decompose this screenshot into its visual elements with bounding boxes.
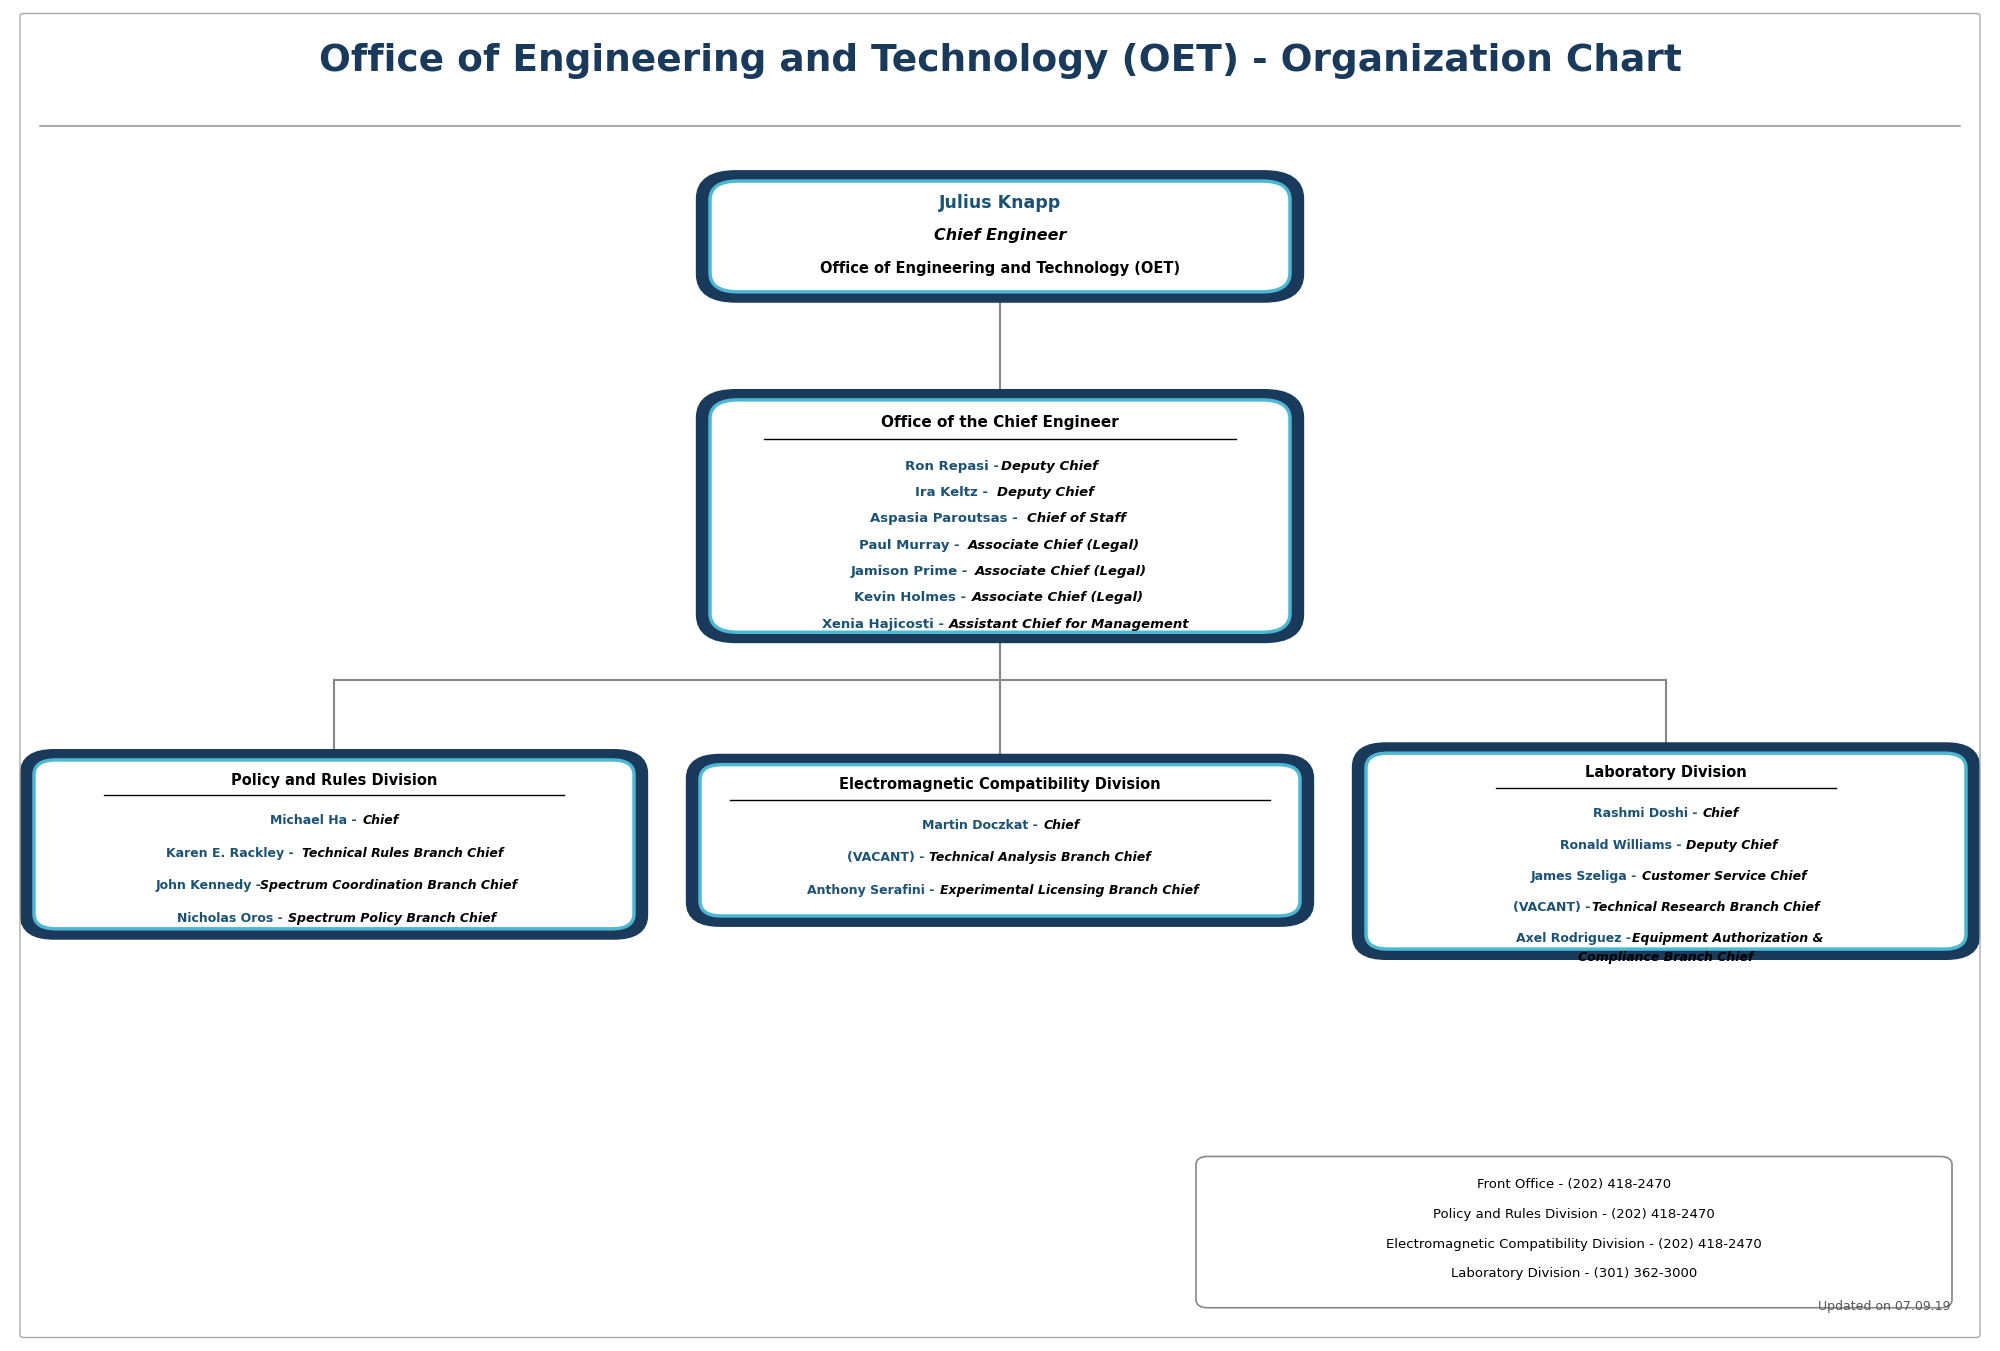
FancyBboxPatch shape — [1196, 1156, 1952, 1308]
FancyBboxPatch shape — [24, 754, 644, 935]
Text: Ron Repasi -: Ron Repasi - — [904, 459, 1004, 473]
Text: Policy and Rules Division - (202) 418-2470: Policy and Rules Division - (202) 418-24… — [1434, 1208, 1714, 1221]
Text: Associate Chief (Legal): Associate Chief (Legal) — [968, 539, 1140, 551]
Text: Office of the Chief Engineer: Office of the Chief Engineer — [882, 415, 1118, 430]
Text: Laboratory Division - (301) 362-3000: Laboratory Division - (301) 362-3000 — [1450, 1267, 1698, 1281]
Text: Associate Chief (Legal): Associate Chief (Legal) — [976, 565, 1148, 578]
Text: Aspasia Paroutsas -: Aspasia Paroutsas - — [870, 512, 1022, 526]
Text: Laboratory Division: Laboratory Division — [1586, 765, 1746, 781]
Text: Jamison Prime -: Jamison Prime - — [850, 565, 972, 578]
Text: Chief: Chief — [364, 815, 400, 827]
Text: Front Office - (202) 418-2470: Front Office - (202) 418-2470 — [1476, 1178, 1672, 1192]
Text: Anthony Serafini -: Anthony Serafini - — [808, 884, 940, 897]
Text: Technical Research Branch Chief: Technical Research Branch Chief — [1592, 901, 1820, 913]
Text: Deputy Chief: Deputy Chief — [998, 486, 1094, 499]
Text: Julius Knapp: Julius Knapp — [938, 193, 1062, 212]
Text: Experimental Licensing Branch Chief: Experimental Licensing Branch Chief — [940, 884, 1198, 897]
FancyBboxPatch shape — [710, 400, 1290, 632]
Text: Chief: Chief — [1044, 819, 1080, 832]
FancyBboxPatch shape — [700, 393, 1300, 639]
Text: Customer Service Chief: Customer Service Chief — [1642, 870, 1806, 882]
Text: John Kennedy -: John Kennedy - — [156, 880, 266, 892]
Text: Spectrum Coordination Branch Chief: Spectrum Coordination Branch Chief — [260, 880, 516, 892]
FancyBboxPatch shape — [700, 765, 1300, 916]
Text: Ronald Williams -: Ronald Williams - — [1560, 839, 1686, 851]
Text: (VACANT) -: (VACANT) - — [1512, 901, 1594, 913]
Text: Technical Rules Branch Chief: Technical Rules Branch Chief — [302, 847, 504, 859]
Text: Office of Engineering and Technology (OET): Office of Engineering and Technology (OE… — [820, 261, 1180, 277]
Text: Paul Murray -: Paul Murray - — [860, 539, 964, 551]
FancyBboxPatch shape — [1356, 746, 1976, 957]
FancyBboxPatch shape — [710, 181, 1290, 292]
Text: Policy and Rules Division: Policy and Rules Division — [230, 773, 438, 789]
FancyBboxPatch shape — [690, 758, 1310, 923]
FancyBboxPatch shape — [700, 174, 1300, 299]
Text: Deputy Chief: Deputy Chief — [1002, 459, 1098, 473]
Text: Updated on 07.09.19: Updated on 07.09.19 — [1818, 1300, 1950, 1313]
Text: Axel Rodriguez -: Axel Rodriguez - — [1516, 932, 1636, 944]
Text: Assistant Chief for Management: Assistant Chief for Management — [948, 617, 1190, 631]
Text: Martin Doczkat -: Martin Doczkat - — [922, 819, 1042, 832]
FancyBboxPatch shape — [34, 759, 634, 929]
Text: Chief of Staff: Chief of Staff — [1028, 512, 1126, 526]
Text: Xenia Hajicosti -: Xenia Hajicosti - — [822, 617, 948, 631]
Text: Rashmi Doshi -: Rashmi Doshi - — [1594, 808, 1702, 820]
Text: James Szeliga -: James Szeliga - — [1530, 870, 1642, 882]
Text: Compliance Branch Chief: Compliance Branch Chief — [1578, 951, 1754, 965]
Text: Associate Chief (Legal): Associate Chief (Legal) — [972, 592, 1144, 604]
Text: Chief Engineer: Chief Engineer — [934, 227, 1066, 243]
Text: Nicholas Oros -: Nicholas Oros - — [178, 912, 288, 924]
Text: Technical Analysis Branch Chief: Technical Analysis Branch Chief — [928, 851, 1150, 865]
Text: Electromagnetic Compatibility Division: Electromagnetic Compatibility Division — [840, 777, 1160, 792]
Text: Office of Engineering and Technology (OET) - Organization Chart: Office of Engineering and Technology (OE… — [318, 43, 1682, 80]
Text: Ira Keltz -: Ira Keltz - — [916, 486, 992, 499]
Text: Electromagnetic Compatibility Division - (202) 418-2470: Electromagnetic Compatibility Division -… — [1386, 1238, 1762, 1251]
Text: (VACANT) -: (VACANT) - — [846, 851, 928, 865]
Text: Equipment Authorization &: Equipment Authorization & — [1632, 932, 1824, 944]
Text: Spectrum Policy Branch Chief: Spectrum Policy Branch Chief — [288, 912, 496, 924]
Text: Deputy Chief: Deputy Chief — [1686, 839, 1778, 851]
Text: Michael Ha -: Michael Ha - — [270, 815, 362, 827]
FancyBboxPatch shape — [1366, 754, 1966, 950]
Text: Chief: Chief — [1702, 808, 1738, 820]
Text: Karen E. Rackley -: Karen E. Rackley - — [166, 847, 298, 859]
Text: Kevin Holmes -: Kevin Holmes - — [854, 592, 970, 604]
